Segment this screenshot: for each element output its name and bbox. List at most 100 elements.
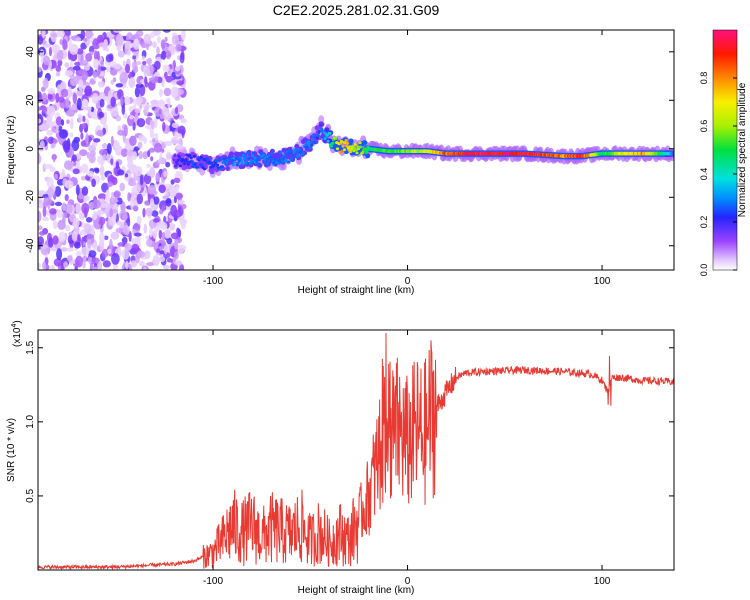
heatmap-noise-cell: [91, 178, 96, 188]
colorbar-label: Normalized spectral amplitude: [737, 82, 748, 217]
colorbar-tick-label: 0.4: [699, 168, 709, 181]
heatmap-noise-cell: [171, 35, 180, 46]
heatmap-ridge-core: [323, 137, 327, 141]
heatmap-noise-cell: [74, 266, 78, 270]
y-tick-label: 1.5: [25, 340, 36, 354]
heatmap-noise-cell: [171, 139, 180, 144]
heatmap-noise-cell: [146, 65, 150, 76]
heatmap-noise-cell: [134, 165, 143, 177]
heatmap-noise-cell: [117, 129, 125, 136]
heatmap-noise-cell: [79, 59, 89, 66]
heatmap-y-axis: -40 -20 0 20 40: [25, 46, 674, 253]
heatmap-noise-cell: [150, 198, 155, 207]
heatmap-noise-cell: [64, 180, 74, 189]
heatmap-noise-cell: [106, 66, 110, 73]
heatmap-noise-cell: [65, 97, 70, 109]
heatmap-ridge-core: [193, 162, 197, 166]
heatmap-noise-cell: [144, 76, 148, 85]
heatmap-noise-cell: [66, 247, 74, 252]
heatmap-noise-cell: [69, 132, 74, 138]
heatmap-noise-cell: [72, 168, 80, 175]
heatmap-noise-cell: [154, 76, 159, 82]
heatmap-noise-cell: [151, 210, 159, 217]
heatmap-noise-cell: [176, 227, 180, 234]
heatmap-noise-cell: [117, 50, 125, 58]
heatmap-noise-cell: [107, 181, 113, 188]
heatmap-noise-cell: [74, 61, 81, 66]
heatmap-noise-cell: [128, 77, 136, 89]
heatmap-ridge-core: [284, 158, 288, 162]
heatmap-noise-cell: [154, 132, 159, 142]
heatmap-noise-cell: [121, 248, 130, 260]
heatmap-ridge-core: [241, 162, 245, 166]
heatmap-noise-cell: [112, 111, 119, 116]
heatmap-noise-cell: [56, 210, 63, 218]
heatmap-noise-cell: [137, 141, 143, 149]
heatmap-noise-cell: [143, 223, 148, 234]
heatmap-noise-cell: [119, 182, 125, 192]
heatmap-noise-cell: [62, 212, 67, 218]
heatmap-noise-cell: [114, 63, 121, 70]
heatmap-noise-cell: [122, 60, 126, 67]
heatmap-noise-cell: [143, 137, 147, 144]
heatmap-noise-cell: [143, 105, 149, 117]
heatmap-noise-cell: [170, 86, 179, 98]
heatmap-noise-cell: [52, 138, 58, 144]
y-tick-label: 0: [25, 146, 36, 152]
heatmap-noise-cell: [38, 262, 41, 269]
heatmap-noise-cell: [58, 96, 65, 103]
heatmap-noise-cell: [79, 149, 88, 157]
heatmap-ridge-core: [313, 141, 317, 145]
heatmap-noise-cell: [41, 92, 48, 102]
heatmap-noise-cell: [113, 140, 120, 149]
heatmap-ridge-core: [294, 149, 298, 152]
heatmap-ridge-core: [265, 162, 270, 166]
heatmap-ridge-core: [192, 154, 196, 158]
heatmap-noise-cell: [123, 124, 128, 137]
heatmap-noise-cell: [166, 237, 173, 245]
heatmap-ridge-core: [195, 165, 200, 169]
heatmap-noise-cell: [165, 50, 172, 60]
heatmap-noise-cell: [158, 184, 166, 194]
heatmap-noise-cell: [115, 227, 124, 234]
heatmap-noise-cell: [113, 191, 121, 198]
heatmap-ridge-core: [339, 139, 343, 143]
heatmap-noise-cell: [55, 123, 59, 134]
heatmap-noise-cell: [50, 143, 55, 149]
heatmap-ridge-core: [326, 139, 330, 143]
heatmap-ridge-core: [315, 136, 319, 140]
heatmap-noise-cell: [38, 210, 42, 223]
heatmap-noise-cell: [174, 65, 181, 72]
heatmap-ridge-band: [225, 166, 231, 171]
heatmap-noise-cell: [75, 202, 82, 215]
heatmap-noise-cell: [175, 192, 184, 200]
heatmap-ridge-core: [221, 161, 225, 164]
heatmap-noise-cell: [96, 129, 104, 137]
heatmap-noise-cell: [82, 115, 86, 123]
heatmap-noise-cell: [178, 114, 185, 120]
heatmap-noise-cell: [52, 153, 56, 163]
heatmap-ridge: [171, 115, 674, 178]
heatmap-noise-cell: [142, 207, 146, 218]
heatmap-ridge-band: [324, 127, 330, 133]
heatmap-noise-cell: [108, 216, 116, 227]
heatmap-noise-cell: [103, 111, 108, 123]
x-tick-label: 0: [405, 576, 411, 587]
heatmap-noise-cell: [92, 266, 99, 270]
heatmap-ridge-core: [329, 144, 333, 148]
heatmap-ridge-core: [341, 144, 345, 148]
heatmap-noise-cell: [38, 118, 42, 124]
heatmap-noise-cell: [105, 189, 110, 202]
heatmap-noise-cell: [161, 50, 167, 60]
heatmap-noise-cell: [132, 121, 136, 131]
heatmap-noise-cell: [110, 96, 116, 108]
heatmap-noise-cell: [165, 161, 171, 168]
heatmap-ridge-core: [355, 151, 359, 155]
heatmap-noise-cell: [90, 106, 95, 113]
heatmap-noise-cell: [64, 62, 70, 68]
heatmap-ridge-band: [180, 152, 186, 158]
heatmap-noise-cell: [121, 236, 128, 244]
heatmap-noise-cell: [136, 193, 143, 205]
heatmap-noise-cell: [56, 30, 65, 38]
heatmap-ridge-core: [331, 141, 335, 145]
